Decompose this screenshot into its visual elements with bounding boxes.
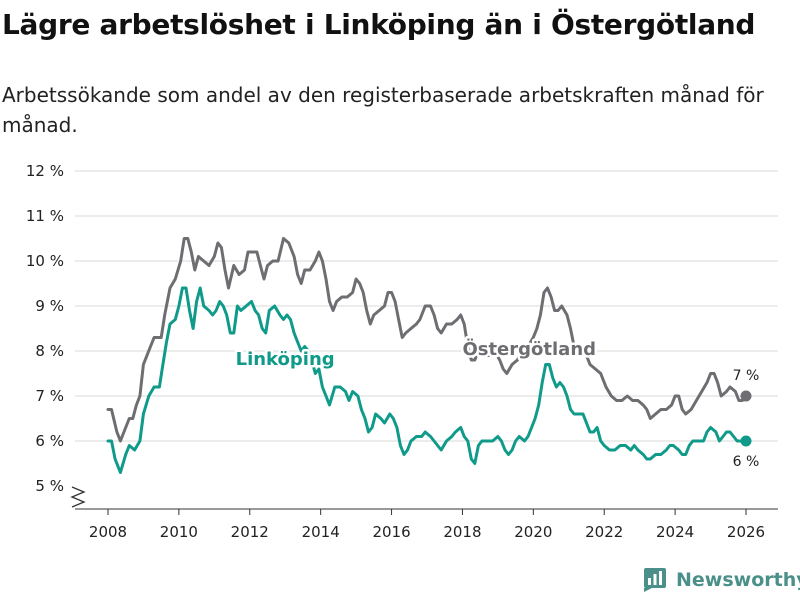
y-tick-label: 7 % — [35, 387, 64, 405]
y-tick-label: 6 % — [35, 432, 64, 450]
series-line-linkoping — [106, 286, 748, 474]
y-tick-label: 11 % — [26, 207, 64, 225]
end-value-label-linkoping: 6 % — [733, 454, 760, 470]
end-dot-linkoping — [740, 435, 752, 447]
x-tick-label: 2026 — [727, 523, 765, 541]
y-tick-label: 9 % — [35, 297, 64, 315]
end-value-label-ostergotland: 7 % — [733, 368, 760, 384]
x-tick-label: 2012 — [231, 523, 269, 541]
x-tick-label: 2024 — [656, 523, 694, 541]
x-tick-label: 2014 — [302, 523, 340, 541]
x-tick-label: 2016 — [372, 523, 410, 541]
y-tick-label: 10 % — [26, 252, 64, 270]
series-line-ostergotland — [106, 237, 748, 443]
series-layer — [106, 237, 748, 474]
brand-logo: Newsworthy — [644, 568, 800, 592]
end-dot-ostergotland — [740, 390, 752, 402]
x-tick-label: 2020 — [514, 523, 552, 541]
page-title: Lägre arbetslöshet i Linköping än i Öste… — [2, 8, 756, 41]
series-name-ostergotland: Östergötland — [462, 338, 596, 360]
brand-name: Newsworthy — [676, 569, 800, 591]
axis-break-icon — [70, 486, 86, 508]
x-tick-label: 2008 — [89, 523, 127, 541]
bar-chart-icon — [644, 568, 666, 592]
y-tick-label: 5 % — [35, 477, 64, 495]
y-tick-label: 8 % — [35, 342, 64, 360]
x-tick-label: 2018 — [443, 523, 481, 541]
x-tick-label: 2010 — [160, 523, 198, 541]
y-tick-label: 12 % — [26, 162, 64, 180]
x-tick-label: 2022 — [585, 523, 623, 541]
page-subtitle: Arbetssökande som andel av den registerb… — [2, 83, 764, 137]
axes: 5 % 6 % 7 % 8 % 9 % 10 % 11 % 12 % 2008 2010 2012 2… — [26, 162, 778, 541]
labels-layer: Östergötland Linköping 7 % 6 % — [233, 336, 760, 470]
series-name-linkoping: Linköping — [236, 349, 335, 370]
